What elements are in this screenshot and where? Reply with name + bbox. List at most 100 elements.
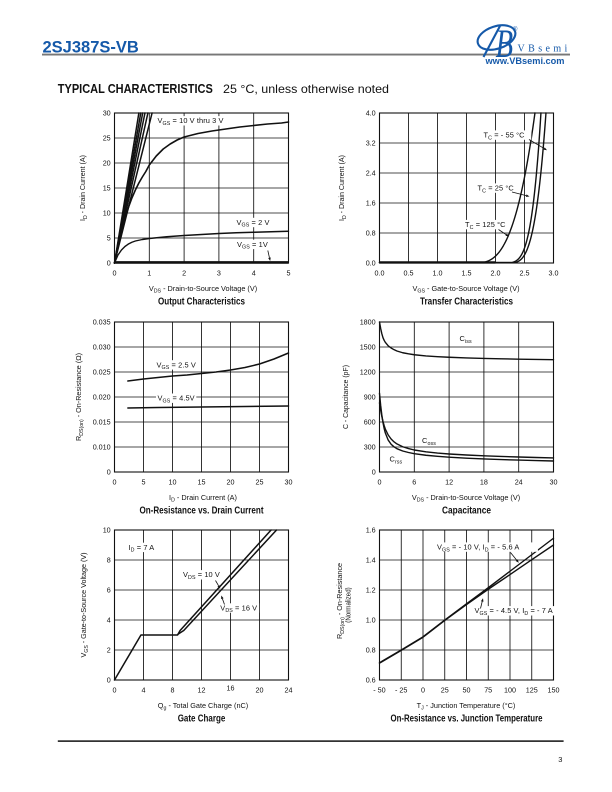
svg-text:TC​ = 25 °C: TC​ = 25 °C bbox=[478, 184, 515, 195]
svg-text:1.6: 1.6 bbox=[366, 526, 376, 535]
svg-text:0.8: 0.8 bbox=[366, 646, 376, 655]
svg-text:5: 5 bbox=[107, 234, 111, 243]
svg-text:0: 0 bbox=[372, 468, 376, 477]
svg-text:TJ​ - Junction Temperature (°C: TJ​ - Junction Temperature (°C) bbox=[417, 701, 516, 712]
svg-text:0.5: 0.5 bbox=[404, 269, 414, 278]
svg-text:0: 0 bbox=[113, 686, 117, 695]
svg-text:30: 30 bbox=[550, 478, 558, 487]
svg-text:TYPICAL CHARACTERISTICS: TYPICAL CHARACTERISTICS bbox=[58, 81, 213, 96]
svg-text:75: 75 bbox=[484, 686, 492, 695]
svg-text:0: 0 bbox=[107, 468, 111, 477]
svg-text:VGS​ - Gate-to-Source Voltage: VGS​ - Gate-to-Source Voltage (V) bbox=[412, 284, 519, 295]
svg-text:VDS​ - Drain-to-Source Voltage: VDS​ - Drain-to-Source Voltage (V) bbox=[412, 493, 520, 504]
svg-text:1.0: 1.0 bbox=[366, 616, 376, 625]
svg-text:2.0: 2.0 bbox=[491, 269, 501, 278]
svg-text:TC​ = 125 °C: TC​ = 125 °C bbox=[465, 220, 506, 231]
svg-text:Capacitance: Capacitance bbox=[442, 505, 491, 516]
svg-text:0.025: 0.025 bbox=[93, 368, 111, 377]
svg-text:1.0: 1.0 bbox=[433, 269, 443, 278]
svg-text:1.2: 1.2 bbox=[366, 586, 376, 595]
svg-text:VGS​ = 1V: VGS​ = 1V bbox=[237, 240, 268, 251]
svg-text:15: 15 bbox=[198, 478, 206, 487]
svg-text:VDS​ = 10 V: VDS​ = 10 V bbox=[183, 570, 220, 581]
svg-text:Gate Charge: Gate Charge bbox=[178, 713, 226, 724]
svg-text:On-Resistance vs. Junction Tem: On-Resistance vs. Junction Temperature bbox=[391, 713, 543, 724]
svg-text:RDS(on)​ - On-Resistance (Ω): RDS(on)​ - On-Resistance (Ω) bbox=[74, 353, 85, 441]
svg-text:VGS​ = - 4.5 V, ID​ = - 7 A: VGS​ = - 4.5 V, ID​ = - 7 A bbox=[475, 606, 553, 617]
svg-text:1.6: 1.6 bbox=[366, 199, 376, 208]
svg-text:TC​ = - 55 °C: TC​ = - 55 °C bbox=[484, 131, 526, 142]
svg-text:0: 0 bbox=[107, 259, 111, 268]
svg-text:8: 8 bbox=[107, 556, 111, 565]
svg-text:25: 25 bbox=[103, 134, 111, 143]
svg-text:0.6: 0.6 bbox=[366, 676, 376, 685]
svg-text:(Normalized): (Normalized) bbox=[344, 587, 353, 623]
svg-text:0.010: 0.010 bbox=[93, 443, 111, 452]
svg-text:VGS​ = 2 V: VGS​ = 2 V bbox=[237, 218, 270, 229]
svg-text:0.8: 0.8 bbox=[366, 229, 376, 238]
svg-text:ID​ - Drain Current (A): ID​ - Drain Current (A) bbox=[337, 155, 348, 221]
svg-text:1800: 1800 bbox=[360, 318, 376, 327]
svg-text:0.020: 0.020 bbox=[93, 393, 111, 402]
svg-text:1500: 1500 bbox=[360, 343, 376, 352]
svg-text:25 °C, unless otherwise noted: 25 °C, unless otherwise noted bbox=[223, 82, 389, 96]
svg-text:24: 24 bbox=[515, 478, 523, 487]
svg-text:0.035: 0.035 bbox=[93, 318, 111, 327]
svg-text:On-Resistance vs. Drain Curren: On-Resistance vs. Drain Current bbox=[140, 505, 265, 516]
svg-text:20: 20 bbox=[103, 159, 111, 168]
svg-text:ID​ - Drain Current (A): ID​ - Drain Current (A) bbox=[78, 155, 89, 221]
svg-text:www.VBsemi.com: www.VBsemi.com bbox=[485, 56, 565, 67]
svg-text:2.4: 2.4 bbox=[366, 169, 376, 178]
svg-text:900: 900 bbox=[364, 393, 376, 402]
svg-text:12: 12 bbox=[445, 478, 453, 487]
svg-text:10: 10 bbox=[103, 526, 111, 535]
svg-text:2: 2 bbox=[107, 646, 111, 655]
svg-text:Ciss​: Ciss​ bbox=[460, 334, 472, 345]
svg-text:20: 20 bbox=[227, 478, 235, 487]
svg-text:8: 8 bbox=[171, 686, 175, 695]
svg-text:B: B bbox=[496, 21, 514, 66]
svg-text:0.0: 0.0 bbox=[375, 269, 385, 278]
svg-text:VDS​ = 16 V: VDS​ = 16 V bbox=[220, 603, 257, 614]
svg-text:VGS​ = - 10 V, ID​ = - 5.6 A: VGS​ = - 10 V, ID​ = - 5.6 A bbox=[437, 543, 519, 554]
svg-text:0: 0 bbox=[421, 686, 425, 695]
svg-text:20: 20 bbox=[256, 686, 264, 695]
svg-text:3: 3 bbox=[217, 269, 221, 278]
svg-text:VGS​ - Gate-to-Source Voltage: VGS​ - Gate-to-Source Voltage (V) bbox=[79, 553, 90, 658]
svg-text:30: 30 bbox=[285, 478, 293, 487]
svg-text:0: 0 bbox=[107, 676, 111, 685]
svg-text:2SJ387S-VB: 2SJ387S-VB bbox=[43, 39, 139, 57]
svg-text:1.5: 1.5 bbox=[462, 269, 472, 278]
svg-text:0.0: 0.0 bbox=[366, 259, 376, 268]
svg-text:Crss​: Crss​ bbox=[390, 455, 403, 466]
svg-text:10: 10 bbox=[169, 478, 177, 487]
svg-text:0.015: 0.015 bbox=[93, 418, 111, 427]
svg-text:6: 6 bbox=[412, 478, 416, 487]
svg-text:125: 125 bbox=[526, 686, 538, 695]
svg-text:0: 0 bbox=[113, 269, 117, 278]
svg-text:6: 6 bbox=[107, 586, 111, 595]
svg-text:4: 4 bbox=[142, 686, 146, 695]
svg-text:ID​ - Drain Current (A): ID​ - Drain Current (A) bbox=[169, 493, 237, 504]
svg-text:18: 18 bbox=[480, 478, 488, 487]
svg-text:10: 10 bbox=[103, 209, 111, 218]
svg-text:50: 50 bbox=[463, 686, 471, 695]
svg-text:0: 0 bbox=[113, 478, 117, 487]
svg-text:150: 150 bbox=[548, 686, 560, 695]
svg-text:0: 0 bbox=[378, 478, 382, 487]
svg-text:24: 24 bbox=[285, 686, 293, 695]
svg-text:12: 12 bbox=[198, 686, 206, 695]
svg-text:2.5: 2.5 bbox=[520, 269, 530, 278]
svg-text:16: 16 bbox=[227, 684, 235, 693]
svg-text:VGS​ = 2.5 V: VGS​ = 2.5 V bbox=[157, 360, 196, 371]
svg-text:1200: 1200 bbox=[360, 368, 376, 377]
svg-text:VGS​ = 4.5V: VGS​ = 4.5V bbox=[158, 394, 195, 405]
svg-text:30: 30 bbox=[103, 109, 111, 118]
svg-text:5: 5 bbox=[142, 478, 146, 487]
svg-text:300: 300 bbox=[364, 443, 376, 452]
svg-text:4: 4 bbox=[252, 269, 256, 278]
svg-text:VGS​ = 10 V thru 3 V: VGS​ = 10 V thru 3 V bbox=[158, 116, 224, 127]
svg-text:Qg​ - Total Gate Charge (nC): Qg​ - Total Gate Charge (nC) bbox=[158, 701, 248, 712]
svg-text:Coss​: Coss​ bbox=[422, 436, 436, 447]
svg-text:25: 25 bbox=[256, 478, 264, 487]
